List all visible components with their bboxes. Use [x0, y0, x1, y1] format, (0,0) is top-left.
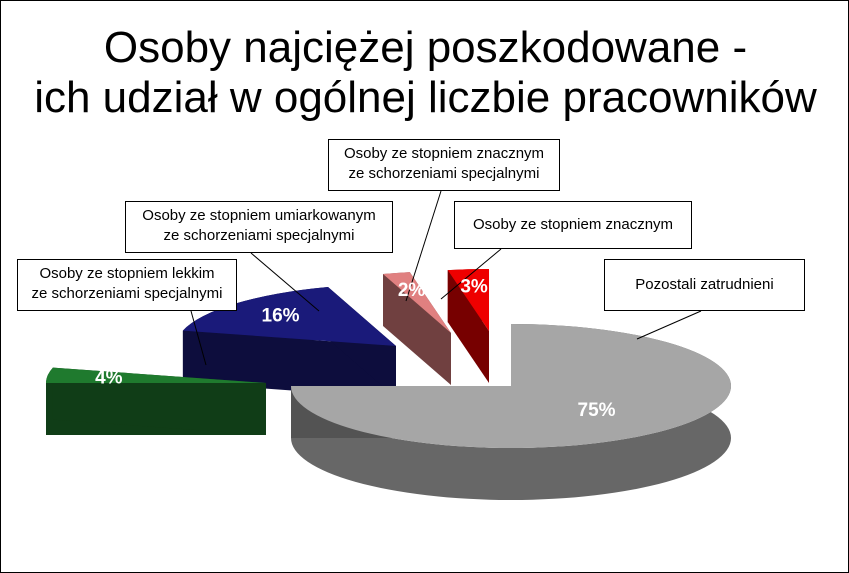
callout-lekki-line-2: ze schorzeniami specjalnymi — [31, 285, 223, 302]
callout-umiarkowany-line-1: Osoby ze stopniem umiarkowanym — [142, 207, 376, 224]
slice-lekki — [46, 367, 266, 435]
callout-lekki-line-1: Osoby ze stopniem lekkim — [39, 265, 215, 282]
slice-lekki-wall-1 — [52, 367, 266, 435]
slice-znaczny-schorzenia-top — [383, 272, 451, 333]
slice-pozostali-top — [291, 324, 731, 448]
callout-umiarkowany: Osoby ze stopniem umiarkowanym ze schorz… — [125, 201, 393, 253]
callout-pozostali: Pozostali zatrudnieni — [604, 259, 805, 311]
chart-title: Osoby najciężej poszkodowane - ich udzia… — [1, 23, 849, 123]
callout-znaczny-schorzenia-line-2: ze schorzeniami specjalnymi — [348, 165, 540, 182]
slice-umiarkowany-top — [182, 287, 396, 346]
slice-lekki-leader-line — [190, 310, 207, 366]
callout-pozostali-line-1: Pozostali zatrudnieni — [635, 276, 774, 293]
slice-lekki-top — [46, 367, 266, 383]
slice-znaczny-value-label: 3% — [460, 277, 488, 298]
slice-pozostali-leader-line — [636, 310, 702, 340]
slice-znaczny-schorzenia-leader-line — [405, 190, 442, 302]
slice-znaczny-schorzenia-value-label: 2% — [398, 280, 426, 301]
slice-znaczny-leader-line — [440, 248, 502, 300]
callout-znaczny-schorzenia-line-1: Osoby ze stopniem znacznym — [343, 145, 545, 162]
slice-umiarkowany — [182, 287, 396, 398]
callout-znaczny-schorzenia: Osoby ze stopniem znacznym ze schorzenia… — [328, 139, 560, 191]
callout-znaczny-line-1: Osoby ze stopniem znacznym — [472, 216, 674, 233]
slice-lekki-value-label: 4% — [95, 367, 123, 388]
slice-umiarkowany-value-label: 16% — [262, 305, 300, 326]
chart-title-line-2: ich udział w ogólnej liczbie pracowników — [34, 73, 817, 122]
slice-znaczny-wall-0 — [447, 270, 489, 383]
callout-znaczny: Osoby ze stopniem znacznym — [454, 201, 692, 249]
slice-pozostali — [291, 324, 731, 500]
slice-znaczny-schorzenia — [383, 272, 451, 385]
slice-umiarkowany-leader-line — [250, 252, 320, 312]
slice-pozostali-value-label: 75% — [578, 400, 616, 421]
chart-title-line-1: Osoby najciężej poszkodowane - — [103, 23, 748, 72]
callout-umiarkowany-line-2: ze schorzeniami specjalnymi — [163, 227, 355, 244]
callout-lekki: Osoby ze stopniem lekkim ze schorzeniami… — [17, 259, 237, 311]
